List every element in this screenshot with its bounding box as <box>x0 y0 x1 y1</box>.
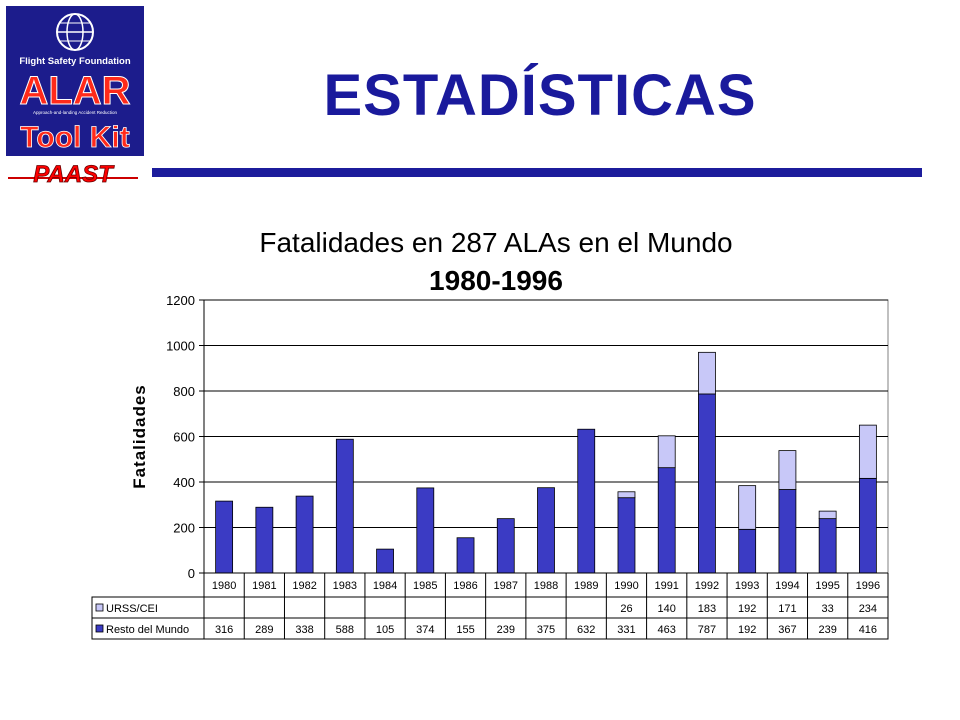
data-label: 787 <box>698 624 716 636</box>
data-label: 26 <box>620 603 632 615</box>
bar-urss-1991 <box>657 435 676 469</box>
data-label: 155 <box>456 624 474 636</box>
x-tick-label: 1993 <box>735 580 759 592</box>
bar-resto-1991 <box>657 467 676 574</box>
x-tick-label: 1988 <box>534 580 558 592</box>
data-label: 289 <box>255 624 273 636</box>
data-label: 192 <box>738 603 756 615</box>
bar-resto-1994 <box>778 489 797 574</box>
x-tick-label: 1980 <box>212 580 236 592</box>
data-label: 183 <box>698 603 716 615</box>
x-tick-label: 1987 <box>494 580 518 592</box>
x-tick-label: 1986 <box>453 580 477 592</box>
data-label: 367 <box>778 624 796 636</box>
bar-resto-1989 <box>577 428 596 574</box>
data-label: 33 <box>822 603 834 615</box>
x-tick-label: 1985 <box>413 580 437 592</box>
bar-resto-1996 <box>858 477 877 574</box>
data-label: 316 <box>215 624 233 636</box>
y-axis-label: Fatalidades <box>130 384 149 489</box>
slide-title: ESTADÍSTICAS <box>323 63 757 128</box>
data-label: 239 <box>497 624 515 636</box>
bar-resto-1987 <box>496 518 515 574</box>
bar-resto-1983 <box>335 438 354 574</box>
bar-resto-1990 <box>617 497 636 574</box>
data-label: 632 <box>577 624 595 636</box>
x-tick-label: 1995 <box>815 580 839 592</box>
bar-resto-1985 <box>416 487 435 574</box>
bar-resto-1993 <box>738 528 757 574</box>
x-tick-label: 1983 <box>333 580 357 592</box>
bar-resto-1995 <box>818 518 837 574</box>
bar-resto-1992 <box>698 393 716 574</box>
bar-resto-1980 <box>215 500 234 574</box>
data-label: 463 <box>658 624 676 636</box>
legend-swatch <box>95 603 104 612</box>
bar-resto-1986 <box>456 537 475 574</box>
data-label: 588 <box>336 624 354 636</box>
title-rule <box>152 168 922 177</box>
chart-title: Fatalidades en 287 ALAs en el Mundo <box>259 227 732 258</box>
x-tick-label: 1991 <box>654 580 678 592</box>
chart-subtitle: 1980-1996 <box>429 265 563 296</box>
bar-urss-1992 <box>698 351 716 395</box>
x-tick-label: 1981 <box>252 580 276 592</box>
x-tick-label: 1996 <box>856 580 880 592</box>
bar-urss-1993 <box>738 485 757 530</box>
bar-urss-1990 <box>617 491 636 499</box>
legend-label: URSS/CEI <box>106 603 158 615</box>
bar-resto-1988 <box>537 487 555 574</box>
paast-wordmark: PAAST <box>8 158 138 188</box>
y-tick-label: 400 <box>173 475 195 490</box>
x-tick-label: 1990 <box>614 580 638 592</box>
svg-text:Tool Kit: Tool Kit <box>20 121 129 154</box>
bar-resto-1982 <box>295 495 314 574</box>
data-label: 140 <box>658 603 676 615</box>
bar-resto-1981 <box>255 506 274 574</box>
bar-resto-1984 <box>376 548 394 574</box>
data-label: 105 <box>376 624 394 636</box>
y-tick-label: 600 <box>173 430 195 445</box>
y-tick-label: 1200 <box>166 293 195 308</box>
x-tick-label: 1984 <box>373 580 397 592</box>
data-label: 374 <box>416 624 434 636</box>
data-label: 239 <box>818 624 836 636</box>
x-tick-label: 1994 <box>775 580 799 592</box>
y-tick-label: 200 <box>173 521 195 536</box>
data-label: 416 <box>859 624 877 636</box>
svg-text:ALAR: ALAR <box>19 69 130 113</box>
data-label: 375 <box>537 624 555 636</box>
legend-swatch <box>95 624 104 633</box>
x-tick-label: 1989 <box>574 580 598 592</box>
svg-text:Flight Safety Foundation: Flight Safety Foundation <box>19 56 131 67</box>
bar-urss-1994 <box>778 450 797 490</box>
alar-toolkit-logo: Flight Safety Foundation ALAR Approach-a… <box>6 6 144 156</box>
data-label: 234 <box>859 603 877 615</box>
data-label: 331 <box>617 624 635 636</box>
x-tick-label: 1992 <box>695 580 719 592</box>
y-tick-label: 1000 <box>166 339 195 354</box>
svg-text:Approach-and-landing Accident: Approach-and-landing Accident Reduction <box>33 110 118 115</box>
x-tick-label: 1982 <box>292 580 316 592</box>
y-tick-label: 0 <box>188 566 195 581</box>
data-label: 171 <box>778 603 796 615</box>
bar-urss-1995 <box>818 510 837 520</box>
y-tick-label: 800 <box>173 384 195 399</box>
legend-label: Resto del Mundo <box>106 624 189 636</box>
data-label: 192 <box>738 624 756 636</box>
data-label: 338 <box>295 624 313 636</box>
svg-text:PAAST: PAAST <box>33 161 115 188</box>
bar-urss-1996 <box>858 424 877 479</box>
